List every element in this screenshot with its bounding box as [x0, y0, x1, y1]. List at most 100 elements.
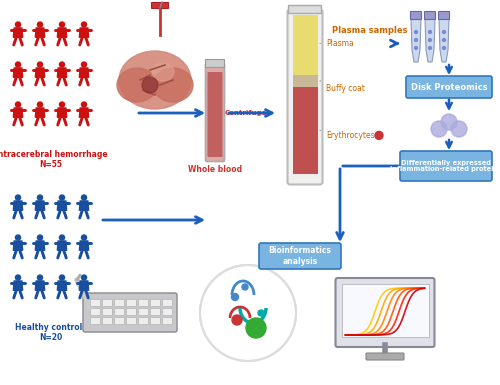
Ellipse shape: [152, 63, 174, 81]
Polygon shape: [58, 201, 66, 210]
Text: Intracerebral hemorrhage
N=55: Intracerebral hemorrhage N=55: [0, 150, 108, 169]
Polygon shape: [411, 18, 421, 62]
Polygon shape: [14, 28, 22, 37]
FancyBboxPatch shape: [150, 318, 160, 325]
Polygon shape: [36, 28, 44, 37]
Text: Healthy controls
N=20: Healthy controls N=20: [15, 323, 87, 342]
Text: Plasma: Plasma: [320, 39, 354, 48]
FancyBboxPatch shape: [259, 243, 341, 269]
Polygon shape: [14, 108, 22, 117]
FancyBboxPatch shape: [102, 308, 113, 315]
FancyBboxPatch shape: [138, 308, 148, 315]
Circle shape: [428, 47, 432, 50]
Circle shape: [60, 275, 64, 280]
Circle shape: [60, 22, 64, 27]
FancyBboxPatch shape: [410, 12, 422, 20]
Circle shape: [431, 121, 447, 137]
FancyBboxPatch shape: [102, 300, 113, 306]
FancyBboxPatch shape: [138, 300, 148, 306]
FancyBboxPatch shape: [292, 87, 318, 174]
Circle shape: [16, 275, 20, 280]
Circle shape: [82, 195, 86, 200]
FancyBboxPatch shape: [406, 76, 492, 98]
Circle shape: [60, 102, 64, 107]
Polygon shape: [36, 68, 44, 77]
Ellipse shape: [153, 68, 193, 102]
FancyBboxPatch shape: [288, 10, 322, 184]
Polygon shape: [80, 68, 88, 77]
FancyBboxPatch shape: [90, 300, 101, 306]
FancyBboxPatch shape: [162, 318, 172, 325]
Text: Centrifuge: Centrifuge: [225, 109, 268, 116]
Circle shape: [82, 62, 86, 67]
Circle shape: [258, 310, 264, 316]
Circle shape: [442, 38, 446, 42]
FancyBboxPatch shape: [126, 300, 136, 306]
Text: Disk Proteomics: Disk Proteomics: [410, 82, 488, 92]
FancyBboxPatch shape: [102, 318, 113, 325]
FancyBboxPatch shape: [206, 64, 225, 161]
Polygon shape: [36, 108, 44, 117]
Circle shape: [38, 195, 43, 200]
Polygon shape: [58, 281, 66, 290]
Polygon shape: [80, 201, 88, 210]
Polygon shape: [80, 281, 88, 290]
Polygon shape: [58, 28, 66, 37]
FancyBboxPatch shape: [114, 318, 124, 325]
Polygon shape: [425, 18, 435, 62]
Circle shape: [414, 30, 418, 33]
FancyBboxPatch shape: [292, 75, 318, 87]
Circle shape: [38, 275, 43, 280]
Ellipse shape: [119, 51, 191, 109]
Polygon shape: [14, 241, 22, 250]
FancyBboxPatch shape: [114, 308, 124, 315]
Circle shape: [38, 22, 43, 27]
FancyBboxPatch shape: [206, 60, 225, 67]
Circle shape: [38, 62, 43, 67]
FancyBboxPatch shape: [292, 15, 318, 75]
Circle shape: [38, 235, 43, 240]
FancyBboxPatch shape: [342, 284, 428, 337]
FancyBboxPatch shape: [126, 318, 136, 325]
Circle shape: [246, 318, 266, 338]
Polygon shape: [80, 28, 88, 37]
FancyBboxPatch shape: [288, 5, 322, 13]
Text: Erythrocytes: Erythrocytes: [320, 131, 374, 140]
Circle shape: [60, 235, 64, 240]
Text: Whole blood: Whole blood: [188, 165, 242, 174]
Circle shape: [82, 22, 86, 27]
Circle shape: [16, 195, 20, 200]
FancyBboxPatch shape: [424, 12, 436, 20]
Polygon shape: [36, 201, 44, 210]
Circle shape: [142, 77, 158, 93]
FancyBboxPatch shape: [438, 12, 450, 20]
Circle shape: [414, 38, 418, 42]
FancyBboxPatch shape: [83, 293, 177, 332]
Circle shape: [451, 121, 467, 137]
FancyBboxPatch shape: [400, 151, 492, 181]
Circle shape: [60, 195, 64, 200]
Polygon shape: [14, 201, 22, 210]
FancyBboxPatch shape: [150, 300, 160, 306]
FancyBboxPatch shape: [90, 308, 101, 315]
Polygon shape: [439, 18, 449, 62]
Circle shape: [16, 235, 20, 240]
FancyBboxPatch shape: [336, 278, 434, 347]
Polygon shape: [14, 281, 22, 290]
Circle shape: [375, 131, 383, 139]
Circle shape: [414, 47, 418, 50]
Circle shape: [428, 38, 432, 42]
Polygon shape: [58, 68, 66, 77]
FancyBboxPatch shape: [90, 318, 101, 325]
Polygon shape: [58, 241, 66, 250]
Polygon shape: [80, 241, 88, 250]
FancyBboxPatch shape: [208, 72, 222, 157]
Circle shape: [242, 284, 248, 290]
Text: Buffy coat: Buffy coat: [320, 81, 365, 93]
FancyBboxPatch shape: [162, 300, 172, 306]
FancyBboxPatch shape: [152, 2, 168, 8]
Text: Bioinformatics
analysis: Bioinformatics analysis: [268, 246, 332, 266]
Circle shape: [82, 102, 86, 107]
Circle shape: [442, 47, 446, 50]
Polygon shape: [36, 281, 44, 290]
